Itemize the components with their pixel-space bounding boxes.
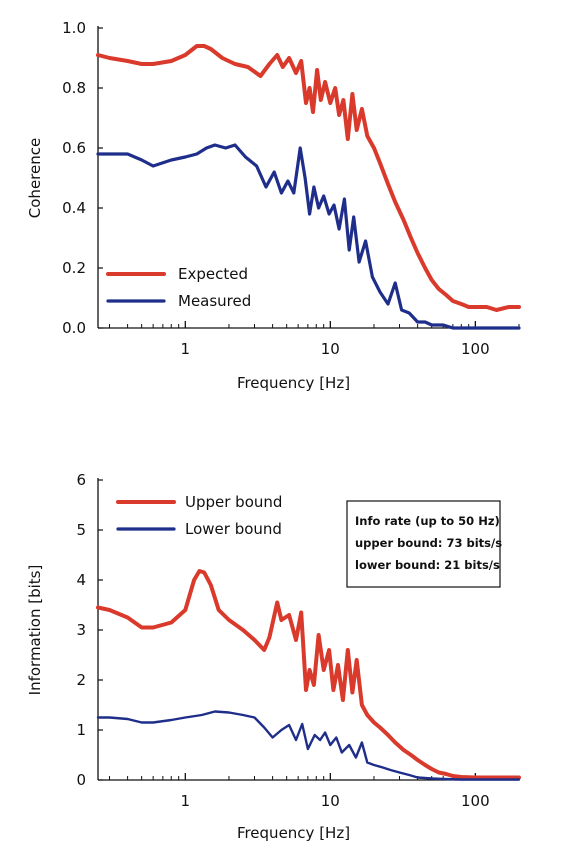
y-tick-label: 2 [76,671,86,689]
series-line-upper-bound [96,569,521,780]
chart-2: 0 1 2 3 4 5 6 1 10 100 Frequency [Hz] Information [… [26,471,521,842]
x-axis-label: Frequency [Hz] [237,374,350,392]
legend-label: Lower bound [185,520,282,538]
y-tick-label: 1.0 [62,19,86,37]
series-line-lower-bound [96,710,521,781]
chart-1: 0.0 0.2 0.4 0.6 0.8 1.0 1 10 100 Frequency [Hz] Co… [26,19,521,392]
y-tick-label: 3 [76,621,86,639]
y-tick-label: 0 [76,771,86,789]
annotation-line: Info rate (up to 50 Hz) [355,514,500,528]
y-tick-label: 0.4 [62,199,86,217]
annotation-box [346,500,501,588]
y-tick-label: 0.2 [62,259,86,277]
x-tick-label: 1 [181,792,191,810]
x-tick-label: 100 [461,792,490,810]
series-line-measured [96,143,521,330]
y-tick-label: 4 [76,571,86,589]
y-tick-label: 0.8 [62,79,86,97]
annotation-line: lower bound: 21 bits/s [355,558,500,572]
y-tick-label: 6 [76,471,86,489]
annotation-line: upper bound: 73 bits/s [355,536,502,550]
x-tick-label: 10 [321,792,340,810]
x-tick-label: 100 [461,340,490,358]
y-tick-label: 1 [76,721,86,739]
y-tick-label: 0.0 [62,319,86,337]
y-tick-label: 0.6 [62,139,86,157]
legend-label: Upper bound [185,493,282,511]
x-tick-label: 10 [321,340,340,358]
legend-label: Expected [178,265,248,283]
y-axis-label: Information [bits] [26,565,44,696]
x-axis-label: Frequency [Hz] [237,824,350,842]
y-axis-label: Coherence [26,138,44,218]
x-tick-label: 1 [181,340,191,358]
y-tick-label: 5 [76,521,86,539]
series-line-expected [96,44,521,312]
legend-label: Measured [178,292,251,310]
